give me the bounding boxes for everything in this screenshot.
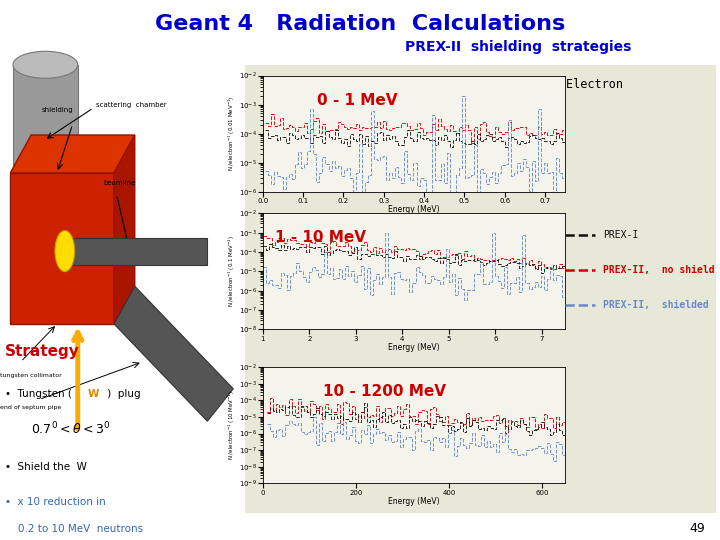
Polygon shape (114, 286, 233, 421)
Text: W: W (88, 389, 99, 399)
Text: 49: 49 (690, 522, 706, 535)
Text: PREX-II,  no shield: PREX-II, no shield (603, 265, 715, 275)
Ellipse shape (13, 202, 78, 230)
Bar (10, 173, 114, 324)
Text: •  x 10 reduction in: • x 10 reduction in (5, 497, 106, 507)
Text: 0 - 1 MeV: 0 - 1 MeV (318, 93, 397, 107)
Text: scattering  chamber: scattering chamber (96, 102, 166, 109)
Text: 0.2 to 10 MeV  neutrons: 0.2 to 10 MeV neutrons (18, 524, 143, 534)
Text: Geant 4   Radiation  Calculations: Geant 4 Radiation Calculations (155, 14, 565, 33)
Text: 1 - 10 MeV: 1 - 10 MeV (275, 231, 366, 245)
Polygon shape (10, 135, 135, 173)
Y-axis label: N /electron$^{-1}$ (0.1 MeV$^{-1}$): N /electron$^{-1}$ (0.1 MeV$^{-1}$) (227, 235, 237, 307)
Text: beamline: beamline (103, 180, 135, 186)
X-axis label: Energy (MeV): Energy (MeV) (388, 205, 440, 214)
Circle shape (55, 231, 75, 272)
Bar (13, 65, 78, 216)
Text: end of septum pipe: end of septum pipe (0, 405, 61, 410)
X-axis label: Energy (MeV): Energy (MeV) (388, 343, 440, 352)
Polygon shape (65, 238, 207, 265)
Text: Number of Neutrons per incident Electron: Number of Neutrons per incident Electron (338, 78, 623, 91)
Text: PREX-I: PREX-I (603, 231, 638, 240)
Text: PREX-II,  shielded: PREX-II, shielded (603, 300, 708, 309)
Text: tungsten collimator: tungsten collimator (0, 373, 62, 377)
Text: PREX-II  shielding  strategies: PREX-II shielding strategies (405, 40, 631, 55)
Text: $0.7^0 < \theta < 3^0$: $0.7^0 < \theta < 3^0$ (31, 421, 110, 437)
Text: )  plug: ) plug (104, 389, 140, 399)
Y-axis label: N /electron$^{-1}$ (0.01 MeV$^{-1}$): N /electron$^{-1}$ (0.01 MeV$^{-1}$) (227, 96, 237, 171)
X-axis label: Energy (MeV): Energy (MeV) (388, 497, 440, 506)
Text: shielding: shielding (41, 107, 73, 113)
Polygon shape (114, 135, 135, 324)
Text: •  Tungsten (: • Tungsten ( (5, 389, 76, 399)
Ellipse shape (55, 232, 74, 270)
Text: 10 - 1200 MeV: 10 - 1200 MeV (323, 384, 446, 399)
Text: Strategy: Strategy (5, 345, 80, 360)
Y-axis label: N /electron$^{-1}$ (10 MeV$^{-1}$): N /electron$^{-1}$ (10 MeV$^{-1}$) (227, 390, 237, 461)
Text: •  Shield the  W: • Shield the W (5, 462, 87, 472)
Ellipse shape (13, 51, 78, 78)
